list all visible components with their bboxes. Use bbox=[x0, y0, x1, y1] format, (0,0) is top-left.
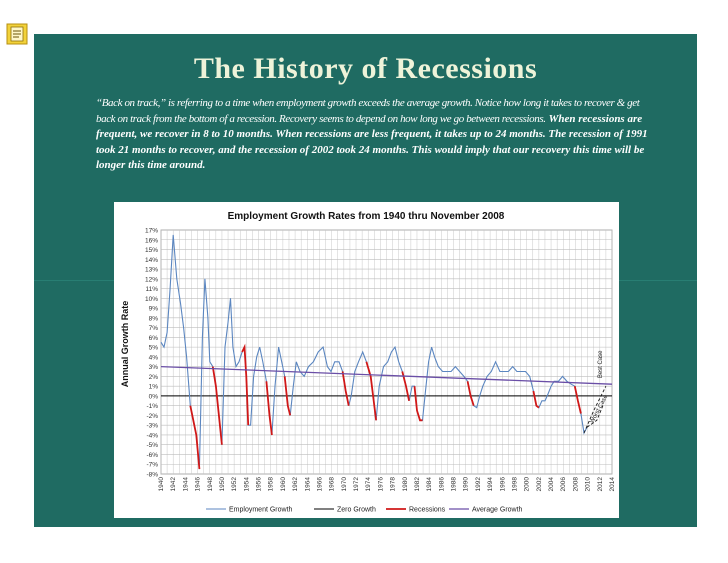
recession-segment bbox=[241, 343, 250, 426]
y-tick-label: -2% bbox=[146, 413, 158, 420]
y-tick-label: 2% bbox=[149, 374, 159, 381]
y-tick-label: -3% bbox=[146, 423, 158, 430]
x-tick-label: 1948 bbox=[207, 477, 214, 492]
x-tick-label: 1980 bbox=[402, 477, 409, 492]
x-tick-label: 1956 bbox=[256, 477, 263, 492]
x-tick-label: 1964 bbox=[304, 477, 311, 492]
x-tick-label: 1976 bbox=[377, 477, 384, 492]
recession-segment bbox=[189, 405, 201, 470]
employment-growth-line bbox=[160, 234, 588, 470]
x-tick-label: 1952 bbox=[231, 477, 238, 492]
x-tick-label: 1988 bbox=[451, 477, 458, 492]
y-tick-label: 15% bbox=[145, 247, 158, 254]
slide: The History of Recessions “Back on track… bbox=[34, 34, 697, 527]
x-tick-label: 1990 bbox=[463, 477, 470, 492]
legend-label: Zero Growth bbox=[337, 507, 376, 514]
chart-title: Employment Growth Rates from 1940 thru N… bbox=[228, 211, 505, 222]
chart: Employment Growth Rates from 1940 thru N… bbox=[114, 202, 619, 518]
recession-segment bbox=[283, 376, 292, 416]
x-tick-label: 1968 bbox=[329, 477, 336, 492]
y-tick-label: 9% bbox=[149, 306, 159, 313]
y-tick-label: -7% bbox=[146, 462, 158, 469]
x-tick-label: 1982 bbox=[414, 477, 421, 492]
forecast-label: Best Case bbox=[598, 350, 604, 378]
x-tick-label: 1960 bbox=[280, 477, 287, 492]
x-tick-label: 1946 bbox=[195, 477, 202, 492]
forecast-line bbox=[583, 385, 607, 434]
x-tick-label: 1962 bbox=[292, 477, 299, 492]
x-tick-label: 1986 bbox=[438, 477, 445, 492]
y-tick-label: 14% bbox=[145, 257, 158, 264]
y-tick-label: 7% bbox=[149, 325, 159, 332]
x-tick-label: 2006 bbox=[560, 477, 567, 492]
recession-segment bbox=[532, 390, 540, 409]
x-tick-label: 1974 bbox=[365, 477, 372, 492]
slide-title: The History of Recessions bbox=[193, 52, 538, 85]
legend-label: Average Growth bbox=[472, 507, 523, 514]
y-tick-label: 17% bbox=[145, 228, 158, 235]
y-tick-label: 6% bbox=[149, 335, 159, 342]
recession-segment bbox=[573, 386, 582, 414]
recession-segment bbox=[265, 381, 273, 436]
y-tick-label: 0% bbox=[149, 393, 159, 400]
recession-segment bbox=[466, 381, 475, 406]
x-tick-label: 1966 bbox=[316, 477, 323, 492]
recession-segment bbox=[365, 361, 377, 421]
x-tick-label: 1984 bbox=[426, 477, 433, 492]
y-tick-label: -5% bbox=[146, 442, 158, 449]
y-tick-label: 4% bbox=[149, 354, 159, 361]
x-tick-label: 1994 bbox=[487, 477, 494, 492]
x-tick-label: 2008 bbox=[572, 477, 579, 492]
y-tick-label: 11% bbox=[145, 286, 158, 293]
x-tick-label: 2000 bbox=[524, 477, 531, 492]
slide-body: “Back on track,” is referring to a time … bbox=[96, 96, 656, 174]
recession-segment bbox=[211, 366, 223, 445]
x-tick-label: 1954 bbox=[243, 477, 250, 492]
x-tick-label: 1996 bbox=[499, 477, 506, 492]
x-tick-label: 1998 bbox=[511, 477, 518, 492]
y-tick-label: 10% bbox=[145, 296, 158, 303]
y-tick-label: 12% bbox=[145, 276, 158, 283]
recession-segment bbox=[413, 386, 423, 422]
x-tick-label: 1970 bbox=[341, 477, 348, 492]
x-tick-label: 2002 bbox=[536, 477, 543, 492]
x-tick-label: 1992 bbox=[475, 477, 482, 492]
x-tick-label: 1940 bbox=[158, 477, 165, 492]
x-tick-label: 2010 bbox=[585, 477, 592, 492]
legend-label: Recessions bbox=[409, 507, 446, 514]
y-tick-label: 8% bbox=[149, 315, 159, 322]
x-tick-label: 2014 bbox=[609, 477, 616, 492]
y-tick-label: -6% bbox=[146, 452, 158, 459]
chart-svg: Employment Growth Rates from 1940 thru N… bbox=[120, 211, 616, 514]
y-tick-label: 1% bbox=[149, 384, 159, 391]
y-axis-label: Annual Growth Rate bbox=[120, 301, 130, 388]
x-tick-label: 2004 bbox=[548, 477, 555, 492]
y-tick-label: 16% bbox=[145, 237, 158, 244]
y-tick-label: 3% bbox=[149, 364, 159, 371]
paragraph-bold: When recessions are frequent, we recover… bbox=[96, 112, 648, 172]
y-tick-label: 13% bbox=[145, 267, 158, 274]
x-tick-label: 1978 bbox=[390, 477, 397, 492]
y-tick-label: -4% bbox=[146, 432, 158, 439]
legend-label: Employment Growth bbox=[229, 507, 293, 514]
x-tick-label: 1944 bbox=[182, 477, 189, 492]
recession-segment bbox=[341, 371, 350, 406]
average-growth-line bbox=[160, 365, 613, 385]
y-tick-label: 5% bbox=[149, 345, 159, 352]
forecast-line bbox=[586, 405, 604, 428]
x-tick-label: 1958 bbox=[268, 477, 275, 492]
x-tick-label: 1942 bbox=[170, 477, 177, 492]
x-tick-label: 2012 bbox=[597, 477, 604, 492]
x-tick-label: 1950 bbox=[219, 477, 226, 492]
x-tick-label: 1972 bbox=[353, 477, 360, 492]
y-tick-label: -8% bbox=[146, 472, 158, 479]
note-icon[interactable] bbox=[6, 23, 28, 45]
paragraph-italic: “Back on track,” is referring to a time … bbox=[96, 97, 640, 125]
y-tick-label: -1% bbox=[146, 403, 158, 410]
